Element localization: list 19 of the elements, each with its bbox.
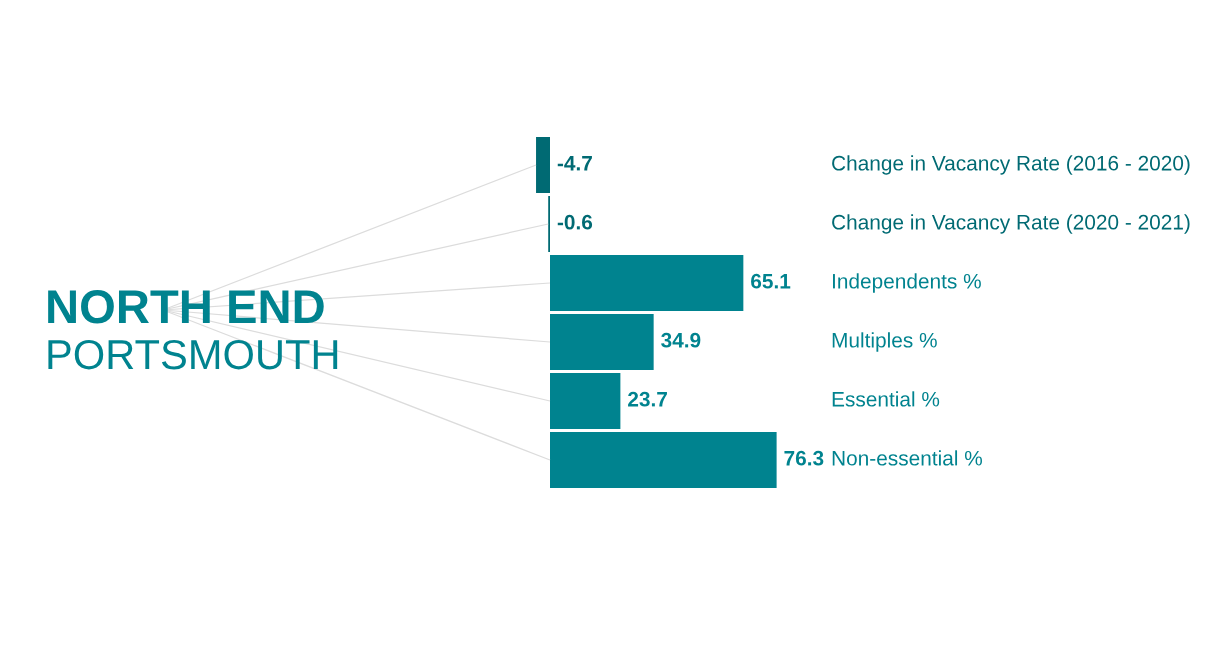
bar: [550, 254, 744, 312]
bar: [550, 431, 777, 489]
y-tick-label: Change in Vacancy Rate (2016 - 2020): [832, 155, 1190, 175]
y-tick-label: Essential %: [832, 391, 940, 407]
data-label: 34.9: [661, 332, 701, 348]
data-label: 65.1: [751, 273, 791, 289]
text: PORTSMOUTH: [48, 339, 338, 370]
data-label: 76.3: [784, 450, 824, 466]
bar: [536, 136, 550, 194]
y-tick-label: Multiples %: [832, 332, 937, 352]
data-label: -0.6: [557, 214, 593, 230]
y-tick-label: Independents %: [832, 273, 981, 293]
text: NORTH END: [48, 290, 324, 324]
data-label: 23.7: [628, 391, 667, 407]
y-tick-label: Change in Vacancy Rate (2020 - 2021): [832, 214, 1190, 234]
data-label: -4.7: [557, 156, 592, 171]
y-tick-label: Non-essential %: [832, 450, 983, 466]
bar: [550, 372, 621, 430]
bar: [550, 313, 654, 371]
